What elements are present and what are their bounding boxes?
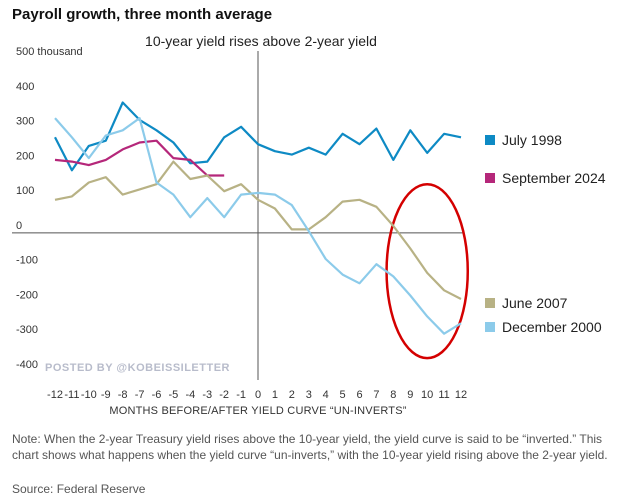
- y-tick-label: -100: [16, 255, 38, 267]
- x-tick-label: 12: [455, 389, 467, 401]
- y-tick-label: 400: [16, 81, 34, 93]
- legend-swatch: [485, 135, 495, 145]
- y-tick-label: -400: [16, 359, 38, 371]
- x-tick-label: 5: [340, 389, 346, 401]
- legend-swatch: [485, 322, 495, 332]
- x-tick-label: -1: [236, 389, 246, 401]
- legend-label: June 2007: [502, 295, 568, 311]
- series-line-september-2024: [54, 139, 225, 177]
- x-tick-label: 7: [373, 389, 379, 401]
- x-tick-label: 11: [438, 389, 449, 401]
- chart-subtitle: 10-year yield rises above 2-year yield: [145, 33, 377, 49]
- legend-label: September 2024: [502, 170, 606, 186]
- legend-swatch: [485, 298, 495, 308]
- chart-note: Note: When the 2-year Treasury yield ris…: [12, 432, 608, 462]
- payroll-chart: Payroll growth, three month average 10-y…: [12, 6, 606, 417]
- x-tick-label: 4: [323, 389, 329, 401]
- series-line-december-2000: [54, 116, 462, 335]
- x-tick-label: 8: [390, 389, 396, 401]
- y-tick-label: -300: [16, 324, 38, 336]
- chart-title: Payroll growth, three month average: [12, 6, 272, 23]
- y-tick-label: 200: [16, 150, 34, 162]
- x-tick-label: -9: [101, 389, 111, 401]
- series-line-july-1998: [54, 101, 462, 172]
- legend-swatch: [485, 173, 495, 183]
- y-tick-label: 0: [16, 220, 22, 232]
- series-line-june-2007: [54, 160, 462, 300]
- legend: July 1998 September 2024 June 2007 December…: [485, 132, 606, 335]
- x-tick-label: -11: [64, 389, 79, 401]
- x-tick-label: -10: [81, 389, 97, 401]
- x-tick-label: -4: [185, 389, 195, 401]
- y-tick-label: 500 thousand: [16, 46, 83, 58]
- axes: 500 thousand4003002001000-100-200-300-40…: [12, 46, 467, 417]
- x-tick-label: -5: [169, 389, 179, 401]
- x-tick-label: -6: [152, 389, 162, 401]
- x-tick-label: 3: [306, 389, 312, 401]
- x-tick-label: -3: [202, 389, 212, 401]
- series-layer: [54, 101, 462, 335]
- x-tick-label: 10: [421, 389, 433, 401]
- y-tick-label: -200: [16, 289, 38, 301]
- x-tick-label: 9: [407, 389, 413, 401]
- y-tick-label: 100: [16, 185, 34, 197]
- x-tick-label: -2: [219, 389, 229, 401]
- legend-label: December 2000: [502, 319, 602, 335]
- x-tick-label: 2: [289, 389, 295, 401]
- x-tick-label: -8: [118, 389, 128, 401]
- x-axis-label: MONTHS BEFORE/AFTER YIELD CURVE “UN-INVE…: [109, 405, 406, 417]
- x-tick-label: -7: [135, 389, 145, 401]
- legend-label: July 1998: [502, 132, 562, 148]
- y-tick-label: 300: [16, 116, 34, 128]
- watermark-text: POSTED BY @KOBEISSILETTER: [45, 362, 230, 374]
- chart-source: Source: Federal Reserve: [12, 482, 146, 496]
- x-tick-label: 1: [272, 389, 278, 401]
- x-tick-label: -12: [47, 389, 63, 401]
- x-tick-label: 0: [255, 389, 261, 401]
- x-tick-label: 6: [356, 389, 362, 401]
